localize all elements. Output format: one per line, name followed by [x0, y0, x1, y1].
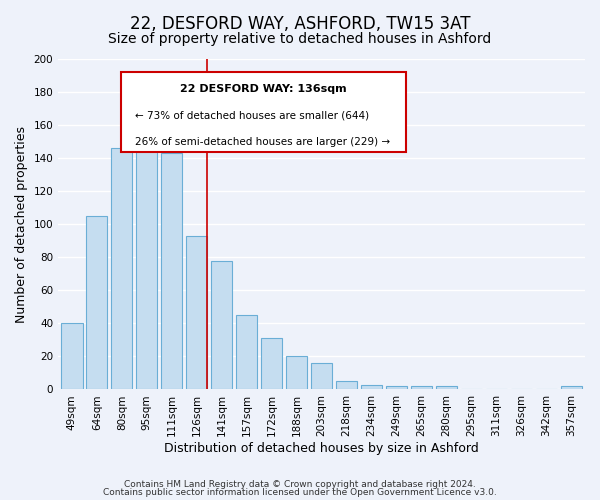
Bar: [311, 363, 332, 390]
Text: ← 73% of detached houses are smaller (644): ← 73% of detached houses are smaller (64…: [134, 110, 368, 120]
Bar: [361, 384, 382, 390]
Bar: [336, 381, 357, 390]
Bar: [436, 386, 457, 390]
Text: Contains public sector information licensed under the Open Government Licence v3: Contains public sector information licen…: [103, 488, 497, 497]
Text: Size of property relative to detached houses in Ashford: Size of property relative to detached ho…: [109, 32, 491, 46]
Bar: [386, 386, 407, 390]
FancyBboxPatch shape: [121, 72, 406, 152]
Bar: [411, 386, 432, 390]
Text: Contains HM Land Registry data © Crown copyright and database right 2024.: Contains HM Land Registry data © Crown c…: [124, 480, 476, 489]
Bar: [211, 260, 232, 390]
Text: 22 DESFORD WAY: 136sqm: 22 DESFORD WAY: 136sqm: [181, 84, 347, 94]
Bar: [136, 132, 157, 390]
Text: 26% of semi-detached houses are larger (229) →: 26% of semi-detached houses are larger (…: [134, 136, 389, 146]
Y-axis label: Number of detached properties: Number of detached properties: [15, 126, 28, 322]
Text: 22, DESFORD WAY, ASHFORD, TW15 3AT: 22, DESFORD WAY, ASHFORD, TW15 3AT: [130, 15, 470, 33]
Bar: [261, 338, 282, 390]
Bar: [161, 153, 182, 390]
Bar: [236, 315, 257, 390]
Bar: [186, 236, 208, 390]
Bar: [86, 216, 107, 390]
X-axis label: Distribution of detached houses by size in Ashford: Distribution of detached houses by size …: [164, 442, 479, 455]
Bar: [111, 148, 133, 390]
Bar: [286, 356, 307, 390]
Bar: [560, 386, 582, 390]
Bar: [61, 324, 83, 390]
